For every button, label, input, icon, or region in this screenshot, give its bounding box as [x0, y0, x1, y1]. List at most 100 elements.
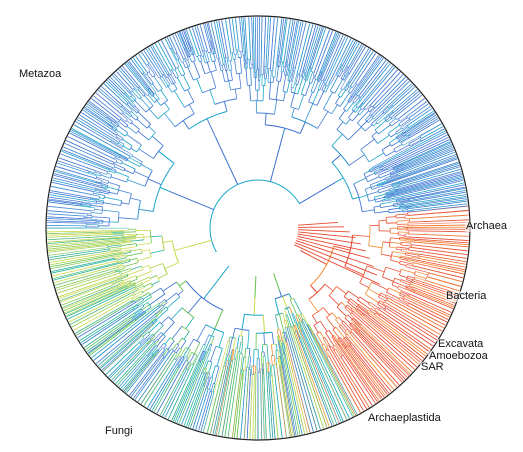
- tree-branch: [351, 343, 392, 392]
- tree-branch: [397, 288, 452, 313]
- tree-branch: [203, 50, 208, 63]
- tree-branch: [389, 169, 397, 174]
- tree-branch: [117, 281, 131, 288]
- tree-branch: [241, 342, 244, 354]
- tree-branch: [153, 332, 162, 341]
- tree-branch: [113, 73, 132, 93]
- tree-branch: [364, 314, 423, 361]
- tree-branch: [295, 73, 299, 85]
- tree-branch: [379, 173, 391, 179]
- tree-branch: [231, 52, 234, 60]
- tree-arc: [373, 207, 376, 214]
- tree-branch: [203, 372, 209, 386]
- tree-branch: [414, 289, 455, 306]
- tree-arc: [123, 168, 126, 171]
- tree-branch: [311, 315, 318, 324]
- tree-branch: [398, 135, 406, 141]
- tree-arc: [104, 188, 106, 191]
- tree-branch: [240, 51, 242, 58]
- tree-branch: [101, 86, 123, 106]
- tree-arc: [343, 108, 347, 112]
- tree-branch: [272, 17, 279, 77]
- tree-branch: [316, 91, 325, 106]
- tree-branch: [227, 354, 230, 361]
- tree-branch: [405, 288, 415, 293]
- tree-branch: [367, 105, 372, 111]
- tree-branch: [303, 318, 353, 417]
- tree-branch: [317, 111, 329, 129]
- tree-arc: [299, 75, 302, 77]
- tree-branch: [99, 88, 122, 108]
- tree-branch: [263, 374, 267, 439]
- tree-branch: [282, 342, 286, 352]
- tree-branch: [55, 169, 101, 184]
- tree-branch: [340, 346, 380, 402]
- tree-branch: [156, 360, 187, 414]
- tree-branch: [288, 20, 299, 71]
- tree-branch: [399, 256, 406, 259]
- tree-branch: [299, 337, 335, 425]
- tree-branch: [122, 66, 140, 87]
- tree-branch: [371, 281, 388, 291]
- tree-branch: [275, 350, 278, 359]
- tree-branch: [319, 320, 328, 332]
- tree-branch: [356, 322, 411, 375]
- tree-branch: [372, 74, 404, 108]
- tree-branch: [399, 297, 405, 300]
- tree-arc: [92, 191, 94, 195]
- tree-branch: [199, 55, 203, 62]
- tree-branch: [108, 78, 125, 94]
- tree-branch: [282, 66, 285, 73]
- tree-branch: [47, 234, 112, 238]
- tree-branch: [141, 51, 160, 79]
- tree-branch: [289, 76, 291, 82]
- tree-branch: [380, 292, 386, 296]
- tree-branch: [88, 102, 116, 123]
- tree-branch: [88, 318, 137, 355]
- tree-branch: [361, 69, 398, 111]
- tree-branch: [124, 63, 150, 94]
- tree-branch: [279, 314, 285, 333]
- tree-branch: [406, 230, 470, 232]
- tree-branch: [294, 325, 301, 338]
- tree-branch: [341, 41, 358, 71]
- tree-branch: [156, 308, 169, 321]
- tree-branch: [108, 181, 120, 187]
- tree-branch: [115, 152, 128, 160]
- tree-branch: [75, 299, 134, 334]
- tree-arc: [228, 60, 232, 62]
- tree-branch: [267, 68, 270, 83]
- tree-branch: [262, 315, 265, 334]
- tree-branch: [203, 341, 229, 432]
- tree-branch: [411, 256, 466, 268]
- tree-branch: [297, 235, 366, 252]
- tree-branch: [367, 191, 379, 196]
- tree-branch: [300, 314, 304, 320]
- tree-branch: [371, 185, 383, 190]
- tree-branch: [370, 72, 401, 106]
- tree-branch: [140, 164, 153, 171]
- tree-branch: [180, 340, 187, 349]
- tree-branch: [217, 58, 222, 71]
- tree-branch: [393, 164, 404, 170]
- tree-branch: [243, 55, 246, 69]
- tree-branch: [401, 119, 440, 144]
- tree-branch: [313, 80, 319, 93]
- tree-branch: [181, 349, 211, 425]
- tree-branch: [210, 48, 213, 55]
- tree-arc: [377, 189, 380, 194]
- tree-branch: [359, 282, 370, 289]
- tree-branch: [317, 80, 323, 90]
- tree-branch: [151, 280, 160, 286]
- tree-branch: [392, 175, 463, 195]
- tree-branch: [266, 363, 268, 372]
- tree-branch: [47, 210, 88, 215]
- tree-branch: [202, 55, 206, 64]
- tree-branch: [287, 337, 314, 432]
- tree-branch: [331, 312, 338, 319]
- tree-branch: [255, 16, 257, 71]
- tree-branch: [149, 356, 182, 410]
- tree-branch: [297, 77, 304, 95]
- tree-branch: [378, 130, 446, 166]
- tree-branch: [126, 283, 136, 288]
